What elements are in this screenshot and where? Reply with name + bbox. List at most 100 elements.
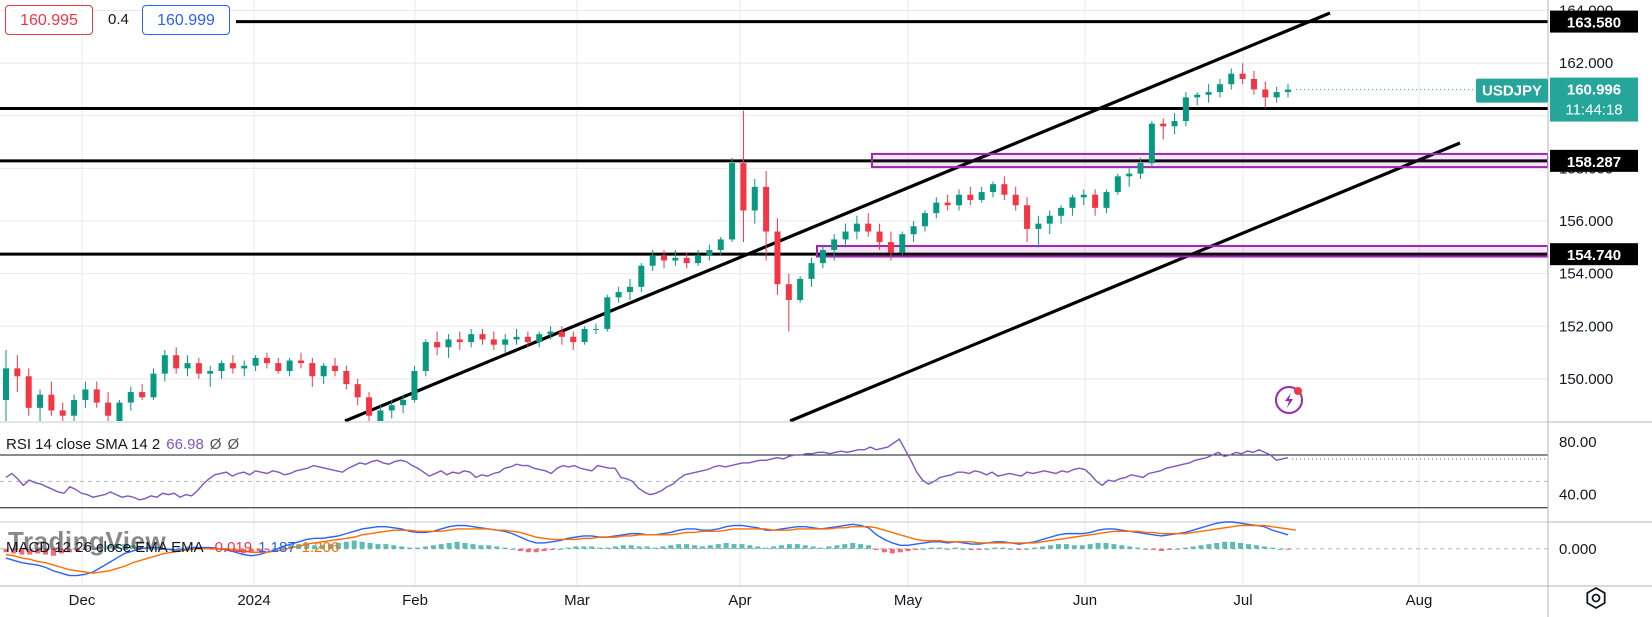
candle-body-60 bbox=[683, 257, 690, 264]
macd-hist-bar-157 bbox=[1245, 544, 1251, 549]
macd-hist-bar-53 bbox=[422, 546, 428, 549]
macd-hist-bar-43 bbox=[343, 541, 349, 549]
candle-body-49 bbox=[558, 331, 565, 337]
candle-body-70 bbox=[797, 278, 804, 300]
candle-body-11 bbox=[127, 392, 134, 403]
macd-hist-bar-52 bbox=[415, 547, 421, 549]
macd-hist-bar-54 bbox=[430, 545, 436, 549]
candle-body-94 bbox=[1069, 197, 1076, 208]
macd-hist-bar-148 bbox=[1174, 548, 1180, 550]
macd-hist-bar-68 bbox=[541, 548, 547, 552]
candle-body-46 bbox=[524, 336, 531, 343]
candle-body-1 bbox=[14, 368, 21, 377]
candle-body-17 bbox=[195, 363, 202, 374]
candle-body-23 bbox=[263, 357, 270, 364]
candle-body-5 bbox=[59, 410, 66, 416]
macd-hist-bar-50 bbox=[399, 546, 405, 549]
symbol-tag-label: USDJPY bbox=[1482, 83, 1542, 100]
macd-hist-bar-87 bbox=[691, 545, 697, 549]
macd-hist-bar-13 bbox=[106, 545, 112, 549]
macd-hist-bar-39 bbox=[312, 545, 318, 549]
macd-hist-bar-145 bbox=[1150, 548, 1156, 550]
candle-body-65 bbox=[740, 163, 747, 211]
candle-body-69 bbox=[785, 284, 792, 300]
macd-hist-bar-72 bbox=[573, 546, 579, 549]
candle-body-44 bbox=[502, 339, 509, 345]
macd-hist-bar-88 bbox=[699, 546, 705, 549]
candle-body-84 bbox=[955, 194, 962, 206]
candle-body-24 bbox=[275, 363, 282, 372]
candle-body-109 bbox=[1239, 73, 1246, 79]
macd-hist-bar-77 bbox=[612, 546, 618, 549]
candle-body-108 bbox=[1228, 73, 1235, 85]
macd-hist-bar-74 bbox=[589, 546, 595, 549]
macd-hist-bar-67 bbox=[533, 548, 539, 553]
macd-hist-bar-71 bbox=[565, 547, 571, 549]
macd-hist-bar-151 bbox=[1198, 545, 1204, 549]
macd-legend[interactable]: MACD 12 26 close EMA EMA -0.019 1.187 1.206 bbox=[6, 539, 339, 556]
macd-hist-bar-120 bbox=[953, 547, 959, 549]
candle-body-66 bbox=[751, 186, 758, 211]
macd-hist-bar-48 bbox=[383, 544, 389, 549]
macd-hist-bar-121 bbox=[961, 548, 967, 550]
macd-hist-bar-84 bbox=[668, 545, 674, 549]
macd-legend-signal: 1.206 bbox=[301, 539, 340, 556]
macd-hist-bar-142 bbox=[1127, 546, 1133, 549]
macd-pane bbox=[0, 521, 1548, 577]
macd-hist-bar-100 bbox=[794, 544, 800, 549]
macd-tick-label-0: 0.000 bbox=[1559, 541, 1597, 558]
macd-hist-bar-90 bbox=[715, 544, 721, 549]
macd-hist-bar-11 bbox=[90, 548, 96, 550]
macd-hist-bar-104 bbox=[826, 546, 832, 549]
time-tick-label-7: Jul bbox=[1233, 592, 1252, 609]
candle-body-28 bbox=[320, 365, 327, 377]
candle-body-43 bbox=[490, 339, 497, 345]
rsi-legend[interactable]: RSI 14 close SMA 14 2 66.98 Ø Ø bbox=[6, 436, 239, 453]
rsi-legend-na-1: Ø bbox=[209, 436, 222, 453]
settings-gear-icon[interactable] bbox=[1586, 586, 1606, 610]
candlestick-series bbox=[3, 63, 1291, 421]
macd-hist-bar-64 bbox=[509, 548, 515, 550]
candle-body-83 bbox=[944, 202, 951, 206]
candle-body-61 bbox=[695, 255, 702, 264]
candle-body-31 bbox=[354, 384, 361, 398]
macd-hist-bar-32 bbox=[256, 548, 262, 552]
macd-hist-bar-60 bbox=[478, 545, 484, 549]
macd-hist-bar-89 bbox=[707, 545, 713, 549]
candle-body-20 bbox=[229, 363, 236, 369]
candle-body-35 bbox=[400, 399, 407, 406]
candle-body-80 bbox=[910, 226, 917, 235]
macd-hist-bar-3 bbox=[27, 548, 33, 555]
macd-hist-bar-91 bbox=[723, 542, 729, 549]
macd-hist-bar-155 bbox=[1230, 541, 1236, 549]
macd-hist-bar-69 bbox=[549, 548, 555, 550]
macd-hist-bar-83 bbox=[660, 546, 666, 549]
macd-hist-bar-103 bbox=[818, 547, 824, 549]
macd-hist-bar-105 bbox=[834, 545, 840, 549]
level-label-2: 158.287 bbox=[1567, 154, 1621, 171]
horizontal-levels bbox=[0, 20, 1548, 256]
macd-hist-bar-144 bbox=[1143, 548, 1149, 550]
macd-hist-bar-95 bbox=[755, 546, 761, 549]
candle-body-75 bbox=[853, 223, 860, 232]
candle-body-92 bbox=[1046, 215, 1053, 224]
macd-hist-bar-130 bbox=[1032, 547, 1038, 549]
macd-hist-bar-138 bbox=[1095, 542, 1101, 549]
candle-body-63 bbox=[717, 239, 724, 250]
macd-hist-bar-10 bbox=[82, 548, 88, 550]
candle-body-18 bbox=[207, 371, 214, 374]
candle-body-107 bbox=[1216, 84, 1223, 93]
macd-hist-bar-129 bbox=[1024, 548, 1030, 550]
macd-hist-bar-159 bbox=[1261, 546, 1267, 549]
macd-hist-bar-93 bbox=[739, 544, 745, 549]
macd-hist-bar-147 bbox=[1166, 548, 1172, 550]
candle-body-8 bbox=[93, 389, 100, 403]
candle-body-32 bbox=[366, 397, 373, 416]
candle-body-93 bbox=[1058, 207, 1065, 216]
macd-hist-bar-4 bbox=[35, 548, 41, 554]
sell-price-button[interactable]: 160.995 bbox=[5, 5, 93, 35]
candle-body-45 bbox=[513, 336, 520, 340]
rsi-tick-label-1: 40.00 bbox=[1559, 487, 1597, 504]
flash-icon[interactable] bbox=[1275, 386, 1303, 414]
buy-price-button[interactable]: 160.999 bbox=[142, 5, 230, 35]
